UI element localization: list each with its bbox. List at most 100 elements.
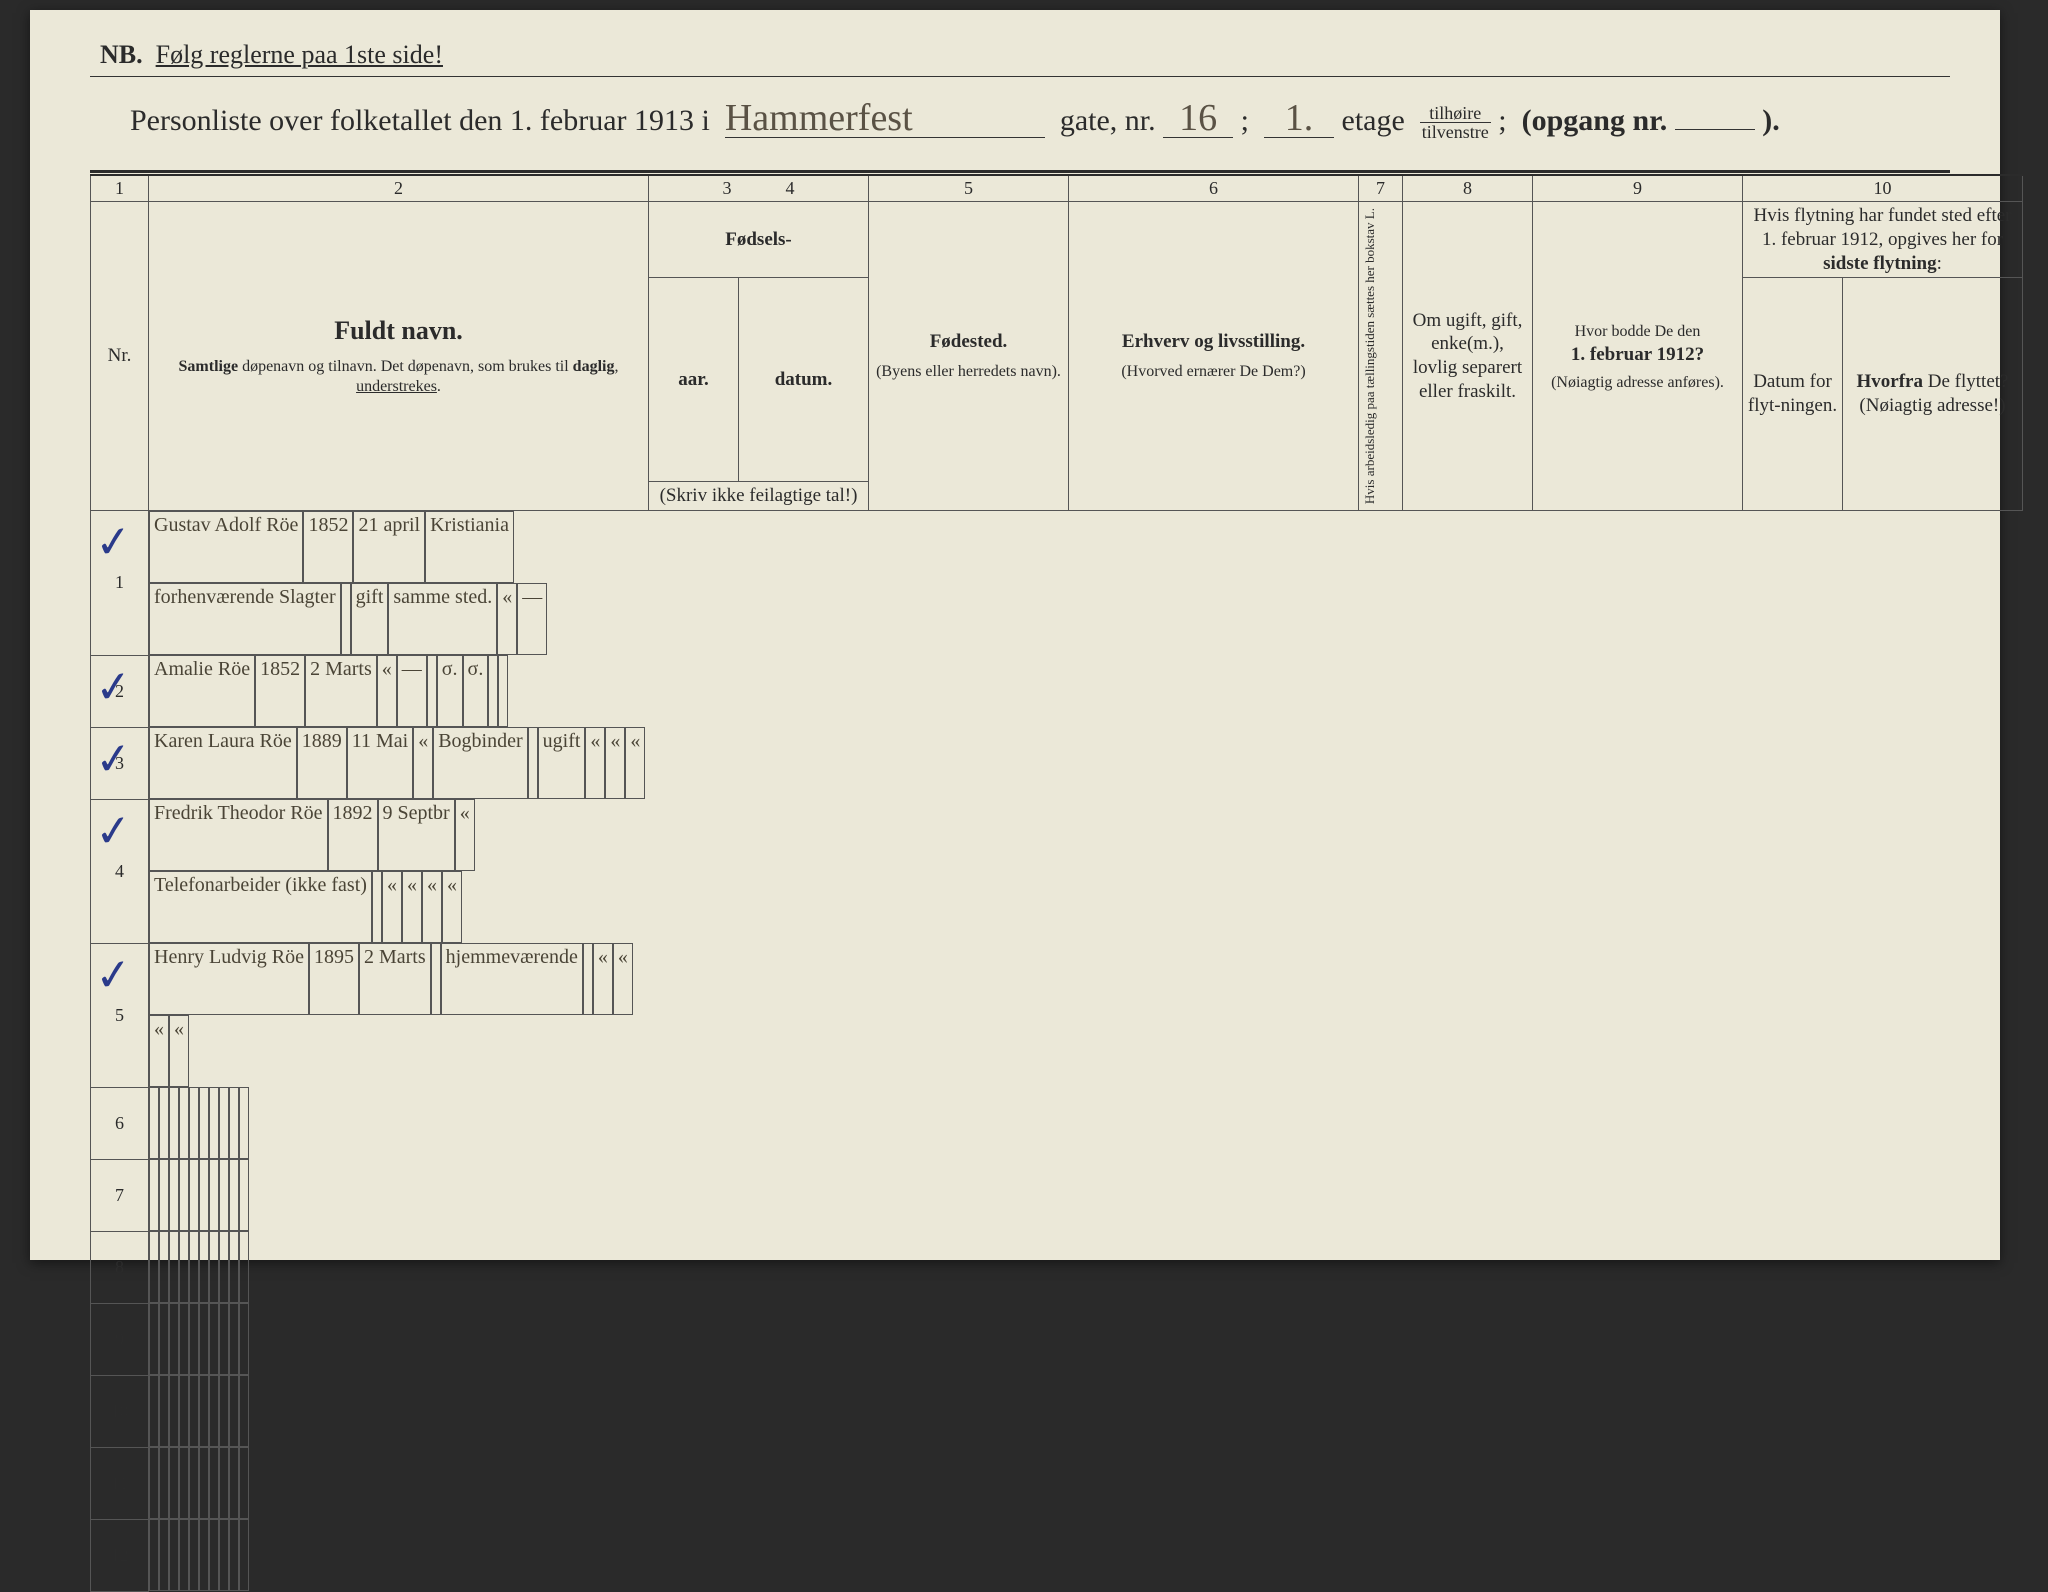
cell-erhverv: forhenværende Slagter <box>149 583 341 655</box>
cell-aar <box>159 1087 169 1159</box>
cell-c10a <box>488 655 498 727</box>
row-number-cell: ✓1 <box>91 511 149 656</box>
row-number-cell: ✓4 <box>91 799 149 943</box>
cell-c9 <box>219 1519 229 1591</box>
cell-c9 <box>219 1447 229 1519</box>
header-col9: Hvor bodde De den 1. februar 1912? (Nøia… <box>1533 202 1743 511</box>
cell-datum <box>169 1159 179 1231</box>
cell-sted <box>179 1159 189 1231</box>
colnum-10: 10 <box>1743 175 2023 202</box>
cell-sted <box>179 1375 189 1447</box>
cell-c7 <box>372 871 382 943</box>
cell-c10b <box>498 655 508 727</box>
header-fodsels: Fødsels- <box>649 202 869 278</box>
cell-c7 <box>199 1447 209 1519</box>
cell-c10a <box>229 1303 239 1375</box>
cell-c7 <box>199 1375 209 1447</box>
check-mark-icon: ✓ <box>93 660 134 714</box>
row-number: 1 <box>115 572 124 592</box>
table-row: 6 <box>91 1087 2023 1159</box>
cell-c9 <box>219 1087 229 1159</box>
cell-c10a <box>229 1447 239 1519</box>
header-row-1: Nr. Fuldt navn. Samtlige døpenavn og til… <box>91 202 2023 278</box>
cell-datum: 2 Marts <box>305 655 377 727</box>
cell-c9 <box>219 1375 229 1447</box>
cell-sted: « <box>377 655 397 727</box>
cell-c8 <box>209 1303 219 1375</box>
cell-c8 <box>209 1231 219 1303</box>
header-datum: datum. <box>739 278 869 482</box>
cell-c7 <box>528 727 538 799</box>
cell-c8: « <box>593 943 613 1015</box>
cell-aar <box>159 1231 169 1303</box>
cell-datum <box>169 1231 179 1303</box>
row-number: 7 <box>115 1185 124 1205</box>
cell-c10a: « <box>605 727 625 799</box>
cell-c7 <box>341 583 351 655</box>
colnum-9: 9 <box>1533 175 1743 202</box>
cell-sted: Kristiania <box>425 511 514 583</box>
street-handwritten: Hammerfest <box>725 96 1045 138</box>
header-col7: Hvis arbeidsledig paa tællingstiden sætt… <box>1359 202 1403 511</box>
etage-handwritten: 1. <box>1264 96 1334 138</box>
cell-erhverv <box>189 1087 199 1159</box>
cell-name <box>149 1519 159 1591</box>
cell-c10a: « <box>497 583 517 655</box>
cell-erhverv <box>189 1375 199 1447</box>
cell-erhverv <box>189 1519 199 1591</box>
row-number-cell: 7 <box>91 1159 149 1231</box>
cell-c8 <box>209 1087 219 1159</box>
cell-sted: « <box>455 799 475 871</box>
cell-c10a: « <box>422 871 442 943</box>
check-mark-icon: ✓ <box>93 516 134 570</box>
cell-sted <box>431 943 441 1015</box>
cell-name <box>149 1159 159 1231</box>
cell-name <box>149 1231 159 1303</box>
row-number: 9 <box>115 1329 124 1349</box>
cell-c8: ugift <box>538 727 586 799</box>
header-col10b: Hvorfra De flyttet? (Nøiagtig adresse!) <box>1843 278 2023 511</box>
row-number-cell: 9 <box>91 1303 149 1375</box>
cell-aar <box>159 1159 169 1231</box>
title-semi: ; <box>1241 104 1249 137</box>
cell-datum <box>169 1087 179 1159</box>
cell-c7 <box>199 1087 209 1159</box>
cell-aar <box>159 1303 169 1375</box>
frac-top: tilhøire <box>1420 104 1491 123</box>
cell-aar: 1892 <box>328 799 378 871</box>
colnum-7: 7 <box>1359 175 1403 202</box>
opgang-handwritten <box>1675 88 1755 130</box>
cell-c10a <box>229 1159 239 1231</box>
table-row: 12 <box>91 1519 2023 1591</box>
colnum-5: 5 <box>869 175 1069 202</box>
cell-c7 <box>427 655 437 727</box>
cell-c10b <box>239 1159 249 1231</box>
cell-c8: « <box>382 871 402 943</box>
cell-datum <box>169 1375 179 1447</box>
cell-c7 <box>199 1231 209 1303</box>
header-nr: Nr. <box>91 202 149 511</box>
cell-c10b <box>239 1375 249 1447</box>
cell-name: Amalie Röe <box>149 655 255 727</box>
cell-c10a <box>229 1231 239 1303</box>
header-name: Fuldt navn. Samtlige døpenavn og tilnavn… <box>149 202 649 511</box>
row-number-cell: 11 <box>91 1447 149 1519</box>
cell-c7 <box>199 1159 209 1231</box>
column-number-row: 1 2 3 4 5 6 7 8 9 10 <box>91 175 2023 202</box>
cell-datum <box>169 1519 179 1591</box>
rule-main <box>90 170 1950 173</box>
cell-c8: gift <box>351 583 389 655</box>
cell-name: Henry Ludvig Röe <box>149 943 309 1015</box>
table-row: 7 <box>91 1159 2023 1231</box>
cell-c10b: « <box>169 1015 189 1087</box>
cell-sted <box>179 1303 189 1375</box>
row-number-cell: ✓3 <box>91 727 149 799</box>
cell-c10a <box>229 1519 239 1591</box>
cell-c9: « <box>585 727 605 799</box>
cell-aar <box>159 1447 169 1519</box>
row-number: 10 <box>111 1401 129 1421</box>
cell-sted <box>179 1087 189 1159</box>
header-col10a: Datum for flyt-ningen. <box>1743 278 1843 511</box>
table-row: 10 <box>91 1375 2023 1447</box>
row-number: 6 <box>115 1113 124 1133</box>
